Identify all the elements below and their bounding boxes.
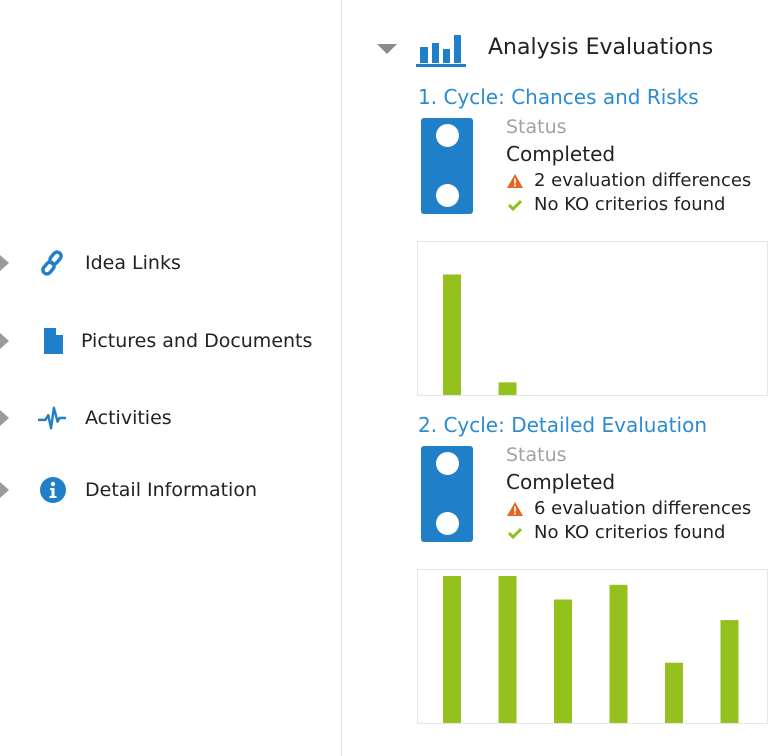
chart-bar — [720, 620, 739, 723]
bar-chart — [443, 576, 739, 723]
warning-icon — [506, 500, 524, 518]
collapse-arrow-icon[interactable] — [377, 44, 397, 54]
ok-text: No KO criterios found — [534, 522, 726, 543]
bar-chart-icon — [415, 32, 467, 72]
chart-bar — [665, 662, 683, 723]
ok-note: No KO criterios found — [506, 194, 725, 215]
chart-bar — [609, 584, 628, 723]
status-dot — [436, 512, 459, 535]
status-indicator — [421, 446, 473, 542]
document-icon — [39, 327, 67, 355]
info-icon — [39, 476, 67, 504]
sidebar-item-activities[interactable]: Activities — [0, 401, 300, 435]
section-title: Analysis Evaluations — [488, 35, 714, 60]
sidebar-item-label: Pictures and Documents — [81, 330, 313, 352]
status-indicator — [421, 118, 473, 214]
activity-icon — [38, 404, 66, 432]
status-dot — [436, 452, 459, 475]
checkmark-icon — [506, 196, 524, 214]
warning-text: 2 evaluation differences — [534, 170, 752, 191]
evaluation-chart-cycle-1 — [417, 241, 768, 396]
status-value: Completed — [506, 142, 616, 166]
sidebar-item-label: Activities — [85, 407, 172, 429]
sidebar-item-pictures-and-documents[interactable]: Pictures and Documents — [0, 324, 313, 358]
chart-bar — [498, 382, 517, 395]
status-value: Completed — [506, 470, 616, 494]
chart-bar — [443, 274, 461, 395]
bar-chart — [443, 274, 517, 395]
chart-bar — [443, 576, 461, 723]
warning-text: 6 evaluation differences — [534, 498, 752, 519]
expand-arrow-icon[interactable] — [0, 255, 9, 271]
expand-arrow-icon[interactable] — [0, 482, 9, 498]
expand-arrow-icon[interactable] — [0, 410, 9, 426]
link-icon — [38, 249, 66, 277]
warning-icon — [506, 172, 524, 190]
ok-text: No KO criterios found — [534, 194, 726, 215]
warning-note: 2 evaluation differences — [506, 170, 751, 191]
chart-bar — [498, 576, 517, 723]
status-dot — [436, 184, 459, 207]
cycle-title-link[interactable]: 1. Cycle: Chances and Risks — [418, 85, 699, 109]
ok-note: No KO criterios found — [506, 522, 725, 543]
evaluation-chart-cycle-2 — [417, 569, 768, 724]
warning-note: 6 evaluation differences — [506, 498, 751, 519]
cycle-title-link[interactable]: 2. Cycle: Detailed Evaluation — [418, 413, 707, 437]
sidebar-item-label: Idea Links — [85, 252, 181, 274]
status-dot — [436, 124, 459, 147]
status-label: Status — [506, 116, 567, 138]
checkmark-icon — [506, 524, 524, 542]
expand-arrow-icon[interactable] — [0, 333, 9, 349]
sidebar-item-detail-information[interactable]: Detail Information — [0, 473, 300, 507]
sidebar-item-idea-links[interactable]: Idea Links — [0, 246, 300, 280]
panel-divider — [341, 0, 342, 756]
chart-bar — [554, 599, 572, 723]
sidebar-item-label: Detail Information — [85, 479, 257, 501]
status-label: Status — [506, 444, 567, 466]
